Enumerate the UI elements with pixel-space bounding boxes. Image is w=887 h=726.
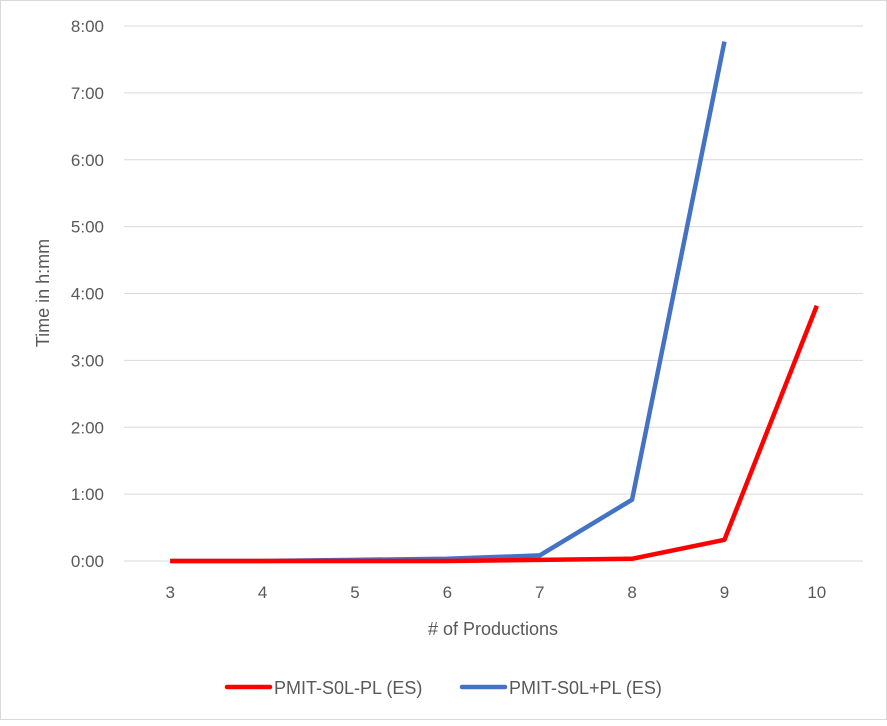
x-tick-label: 7 (535, 583, 544, 602)
series-line-1 (170, 41, 727, 564)
x-tick-label: 10 (807, 583, 826, 602)
x-axis-label: # of Productions (428, 619, 558, 639)
series-line-0 (170, 304, 819, 564)
x-tick-label: 6 (443, 583, 452, 602)
x-tick-label: 9 (720, 583, 729, 602)
y-tick-label: 4:00 (71, 285, 104, 304)
legend-label: PMIT-S0L+PL (ES) (509, 678, 662, 698)
x-tick-label: 5 (350, 583, 359, 602)
y-tick-label: 7:00 (71, 84, 104, 103)
y-tick-label: 8:00 (71, 17, 104, 36)
x-tick-label: 8 (627, 583, 636, 602)
y-tick-label: 2:00 (71, 418, 104, 437)
y-tick-label: 0:00 (71, 552, 104, 571)
x-tick-label: 3 (165, 583, 174, 602)
legend-label: PMIT-S0L-PL (ES) (274, 678, 422, 698)
y-tick-label: 5:00 (71, 218, 104, 237)
y-tick-label: 6:00 (71, 151, 104, 170)
y-tick-label: 3:00 (71, 351, 104, 370)
y-axis-label: Time in h:mm (33, 239, 53, 347)
y-tick-label: 1:00 (71, 485, 104, 504)
x-tick-label: 4 (258, 583, 267, 602)
